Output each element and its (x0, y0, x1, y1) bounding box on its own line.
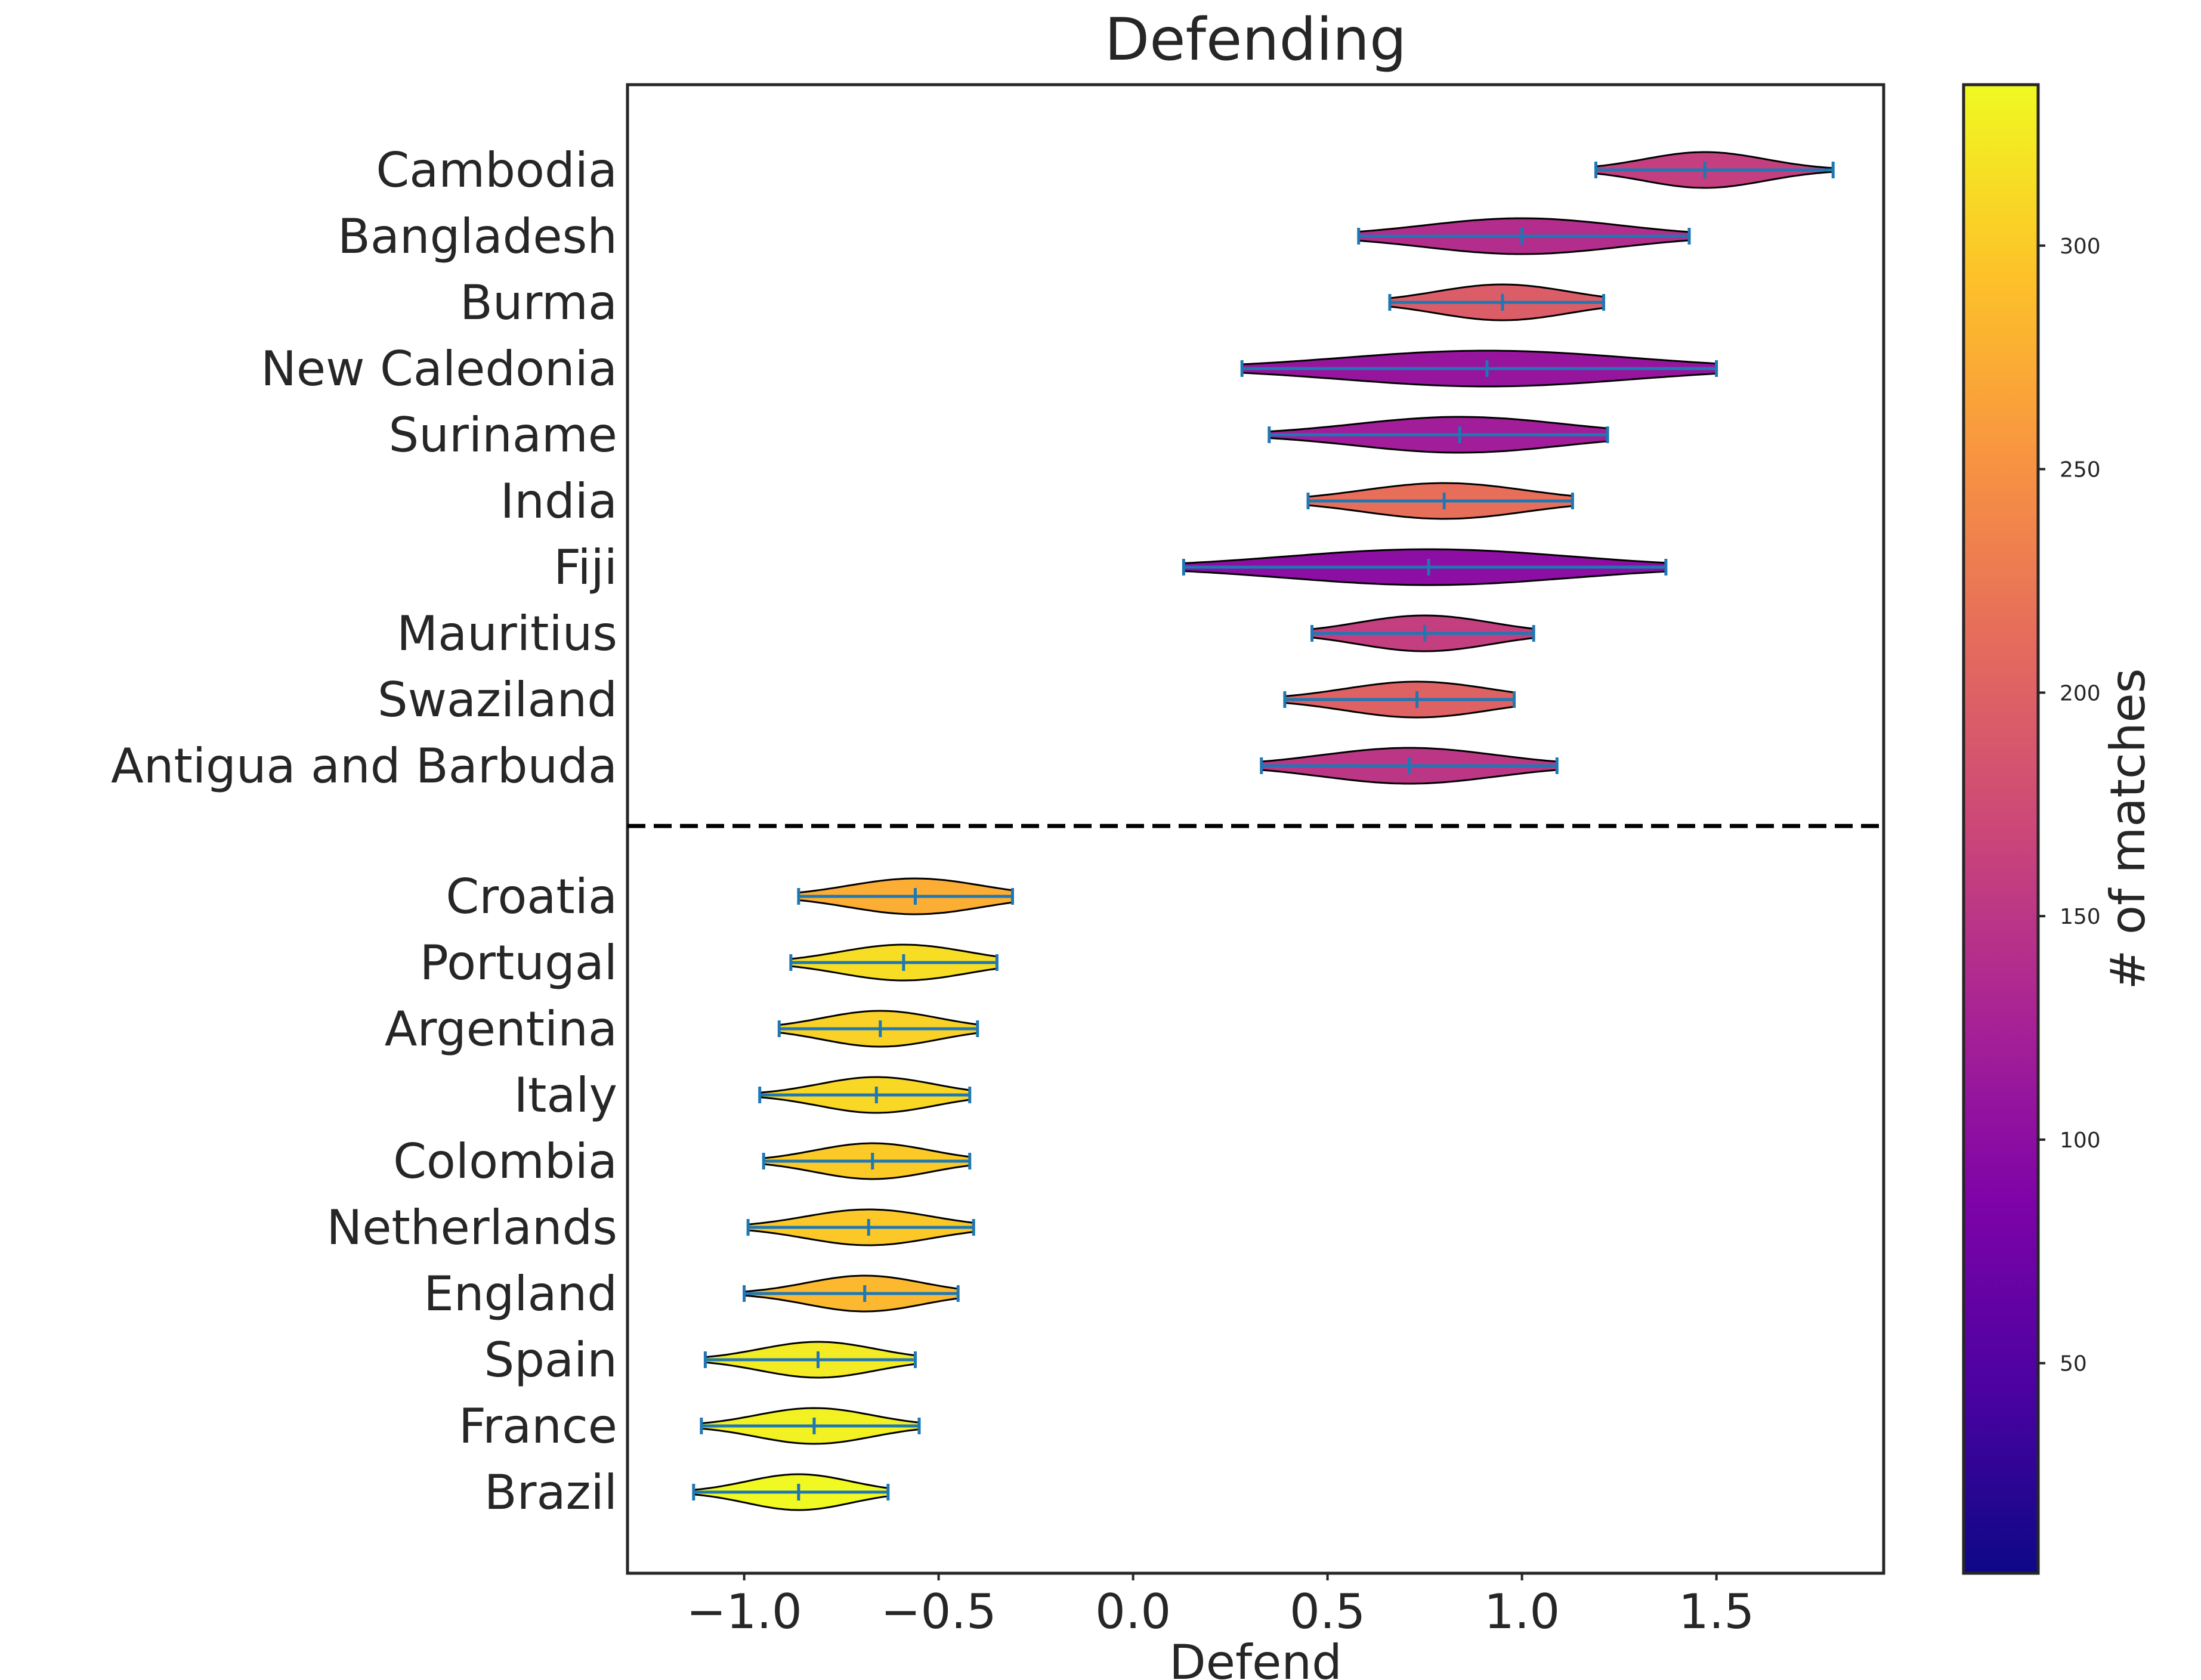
x-tick-label: 0.0 (1095, 1584, 1171, 1639)
y-tick-label: Brazil (484, 1465, 617, 1520)
violin-suriname (1268, 416, 1609, 454)
violin-croatia (797, 877, 1014, 915)
y-tick-label: Bangladesh (338, 209, 617, 264)
y-tick-label: Spain (484, 1332, 617, 1388)
y-tick-label: Burma (460, 275, 617, 330)
violin-new-caledonia (1240, 349, 1718, 388)
y-tick-label: Cambodia (376, 143, 617, 198)
chart-title: Defending (1105, 6, 1406, 74)
y-tick-label: Swaziland (378, 672, 617, 728)
y-tick-label: Fiji (554, 540, 617, 595)
violin-brazil (692, 1473, 890, 1511)
violin-portugal (789, 943, 999, 982)
violins-layer (692, 151, 1835, 1511)
plot-area (626, 83, 1885, 1575)
colorbar-ticks: 50 100 150 200 250 300 (2038, 234, 2101, 1376)
violin-spain (703, 1341, 917, 1379)
y-tick-label: Suriname (389, 407, 617, 463)
violin-france (700, 1407, 921, 1445)
y-tick-label: Croatia (446, 869, 617, 924)
violin-fiji (1182, 548, 1668, 586)
violin-cambodia (1594, 151, 1835, 189)
x-axis-label: Defend (1169, 1635, 1342, 1680)
y-tick-label: Argentina (385, 1001, 617, 1057)
colorbar-tick-label: 300 (2060, 234, 2101, 259)
colorbar-tick-label: 100 (2060, 1128, 2101, 1153)
violin-italy (758, 1076, 972, 1114)
y-tick-labels: Cambodia Bangladesh Burma New Caledonia Suri… (111, 143, 617, 1520)
y-tick-label: Antigua and Barbuda (111, 738, 617, 794)
violin-england (743, 1274, 960, 1313)
violin-antigua-and-barbuda (1260, 747, 1559, 785)
x-tick-label: 1.5 (1678, 1584, 1754, 1639)
violin-burma (1388, 283, 1606, 321)
y-tick-label: France (459, 1399, 617, 1454)
y-tick-label: Netherlands (326, 1200, 617, 1255)
x-tick-label: −1.0 (686, 1584, 802, 1639)
colorbar-label: # of matches (2100, 669, 2156, 990)
colorbar-tick-label: 250 (2060, 458, 2101, 482)
colorbar-tick-label: 200 (2060, 681, 2101, 706)
violin-colombia (762, 1142, 972, 1180)
violin-netherlands (746, 1208, 975, 1246)
y-tick-label: Italy (514, 1068, 617, 1123)
y-tick-label: New Caledonia (261, 341, 617, 397)
x-tick-label: 1.0 (1484, 1584, 1560, 1639)
violin-bangladesh (1357, 217, 1691, 255)
violin-mauritius (1310, 614, 1535, 652)
y-tick-label: England (423, 1266, 617, 1322)
y-tick-label: Colombia (393, 1134, 617, 1189)
violin-argentina (777, 1010, 979, 1048)
colorbar-tick-label: 50 (2060, 1352, 2087, 1376)
colorbar (1962, 83, 2040, 1575)
x-tick-label: −0.5 (880, 1584, 996, 1639)
x-axis-ticks: −1.0 −0.5 0.0 0.5 1.0 1.5 (686, 1573, 1754, 1639)
x-tick-label: 0.5 (1290, 1584, 1365, 1639)
violin-swaziland (1283, 680, 1516, 719)
y-tick-label: India (500, 474, 617, 529)
y-tick-label: Mauritius (397, 606, 617, 661)
colorbar-tick-label: 150 (2060, 905, 2101, 929)
y-tick-label: Portugal (420, 935, 617, 991)
violin-india (1306, 482, 1574, 520)
